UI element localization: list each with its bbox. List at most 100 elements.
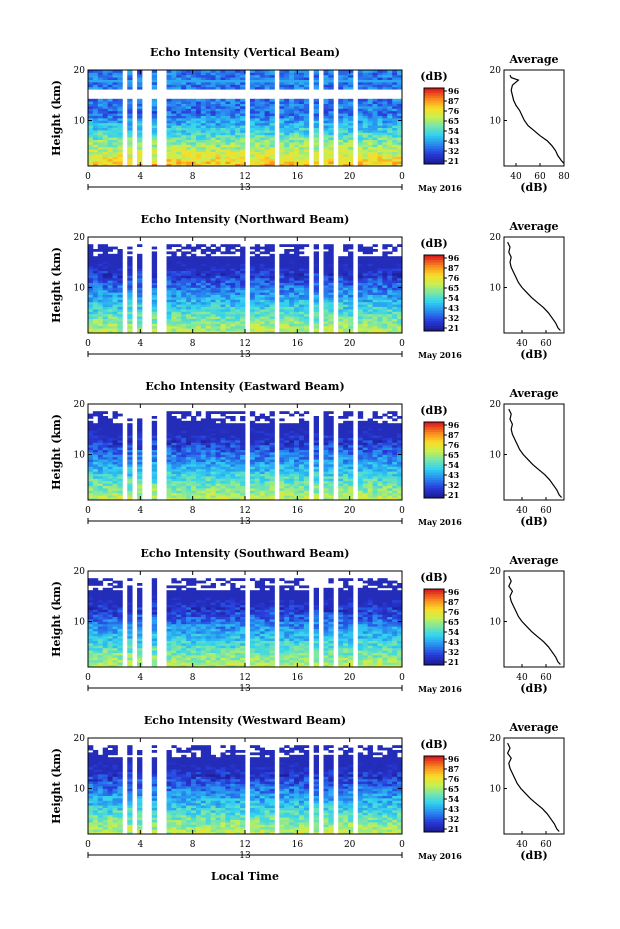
heatmap-cell: [294, 301, 300, 305]
heatmap-cell: [279, 77, 285, 80]
heatmap-cell: [313, 285, 319, 288]
heatmap-cell: [112, 321, 118, 324]
heatmap-cell: [235, 323, 241, 327]
heatmap-cell: [348, 74, 354, 78]
heatmap-cell: [284, 244, 290, 247]
heatmap-cell: [176, 309, 182, 312]
heatmap-cell: [176, 294, 182, 298]
heatmap-cell: [166, 454, 172, 458]
heatmap-cell: [235, 318, 241, 322]
heatmap-cell: [225, 144, 231, 148]
heatmap-cell: [249, 82, 256, 85]
heatmap-cell: [215, 270, 221, 274]
heatmap-cell: [112, 428, 118, 431]
heatmap-cell: [348, 151, 354, 155]
heatmap-cell: [235, 101, 241, 104]
heatmap-cell: [181, 476, 187, 479]
heatmap-cell: [323, 142, 329, 145]
heatmap-cell: [264, 86, 270, 90]
heatmap-cell: [117, 297, 123, 300]
heatmap-cell: [269, 464, 275, 467]
heatmap-cell: [372, 270, 378, 274]
heatmap-cell: [117, 452, 123, 455]
heatmap-cell: [289, 299, 295, 303]
heatmap-cell: [240, 323, 246, 327]
heatmap-cell: [323, 151, 329, 155]
heatmap-cell: [264, 466, 270, 470]
heatmap-cell: [392, 323, 398, 327]
heatmap-cell: [392, 84, 398, 88]
heatmap-cell: [151, 113, 158, 116]
heatmap-cell: [186, 106, 192, 109]
heatmap-cell: [259, 483, 266, 486]
heatmap-cell: [181, 118, 187, 121]
heatmap-cell: [392, 113, 398, 116]
heatmap-cell: [191, 79, 197, 83]
heatmap-cell: [313, 316, 319, 319]
heatmap-cell: [323, 161, 329, 164]
heatmap-cell: [88, 323, 94, 327]
heatmap-cell: [343, 98, 349, 102]
heatmap-cell: [240, 309, 246, 312]
heatmap-cell: [249, 425, 256, 429]
heatmap-cell: [387, 321, 393, 324]
heatmap-cell: [102, 492, 109, 496]
heatmap-cell: [102, 253, 109, 257]
heatmap-cell: [298, 287, 305, 291]
heatmap-cell: [112, 79, 118, 83]
heatmap-cell: [112, 70, 118, 73]
heatmap-cell: [88, 149, 94, 152]
heatmap-cell: [210, 163, 216, 167]
heatmap-cell: [117, 163, 123, 167]
heatmap-cell: [230, 488, 236, 491]
heatmap-cell: [215, 139, 221, 143]
heatmap-cell: [92, 70, 99, 73]
heatmap-cell: [367, 316, 373, 319]
heatmap-cell: [323, 313, 329, 317]
heatmap-cell: [205, 270, 212, 274]
heatmap-cell: [151, 270, 158, 274]
heatmap-cell: [107, 72, 113, 76]
heatmap-cell: [323, 306, 329, 310]
heatmap-cell: [377, 134, 383, 138]
heatmap-cell: [205, 313, 212, 317]
heatmap-cell: [249, 163, 256, 167]
heatmap-cell: [303, 244, 310, 247]
heatmap-cell: [264, 297, 270, 300]
heatmap-cell: [186, 435, 192, 438]
heatmap-cell: [215, 70, 221, 73]
heatmap-cell: [88, 294, 94, 298]
heatmap-cell: [195, 154, 202, 157]
heatmap-cell: [186, 156, 192, 160]
heatmap-cell: [362, 289, 369, 293]
heatmap-cell: [367, 84, 373, 88]
heatmap-cell: [137, 270, 143, 274]
heatmap-cell: [367, 280, 373, 283]
heatmap-cell: [225, 289, 231, 293]
heatmap-cell: [127, 277, 133, 281]
heatmap-cell: [92, 495, 99, 498]
heatmap-cell: [117, 265, 123, 269]
heatmap-cell: [97, 325, 104, 329]
heatmap-cell: [240, 454, 246, 458]
heatmap-cell: [387, 273, 393, 276]
heatmap-cell: [289, 261, 295, 264]
heatmap-cell: [97, 137, 104, 140]
heatmap-cell: [313, 323, 319, 327]
heatmap-cell: [240, 328, 246, 331]
heatmap-cell: [88, 416, 94, 419]
heatmap-cell: [151, 454, 158, 458]
heatmap-cell: [279, 428, 285, 431]
heatmap-cell: [313, 158, 319, 162]
heatmap-cell: [377, 139, 383, 143]
heatmap-cell: [220, 282, 226, 286]
heatmap-cell: [127, 142, 133, 145]
heatmap-cell: [387, 256, 393, 259]
heatmap-cell: [195, 132, 202, 136]
heatmap-cell: [137, 456, 143, 460]
heatmap-cell: [117, 251, 123, 255]
heatmap-title: Echo Intensity (Northward Beam): [141, 213, 350, 226]
heatmap-cell: [284, 134, 290, 138]
heatmap-cell: [176, 488, 182, 491]
heatmap-cell: [181, 146, 187, 150]
